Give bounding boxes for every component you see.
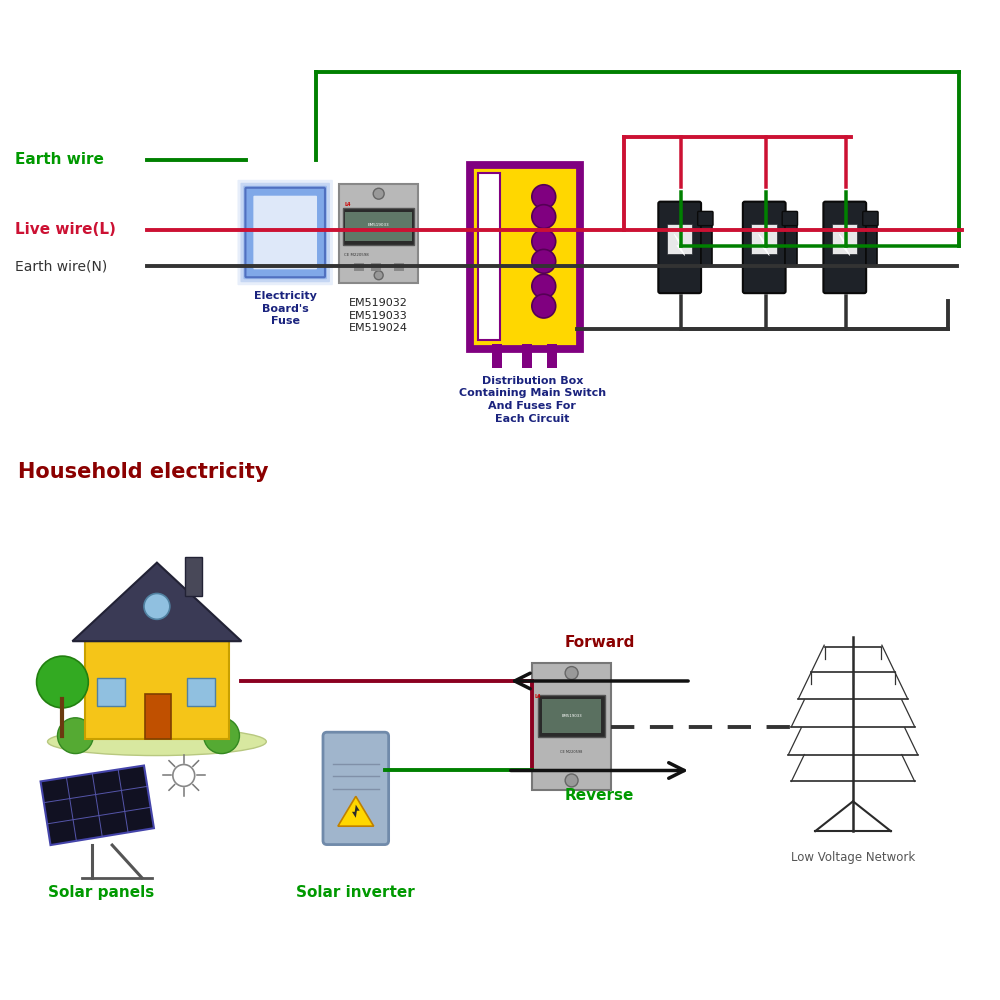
Text: EM519033: EM519033	[368, 223, 390, 227]
Circle shape	[532, 294, 556, 318]
Polygon shape	[72, 563, 241, 641]
Circle shape	[532, 249, 556, 273]
Bar	[371, 263, 381, 271]
Bar	[667, 224, 692, 254]
Text: Earth wire: Earth wire	[15, 152, 104, 167]
Text: CE M220598: CE M220598	[344, 253, 369, 257]
Ellipse shape	[48, 728, 266, 756]
Circle shape	[204, 718, 239, 754]
Text: Solar inverter: Solar inverter	[296, 885, 415, 900]
FancyBboxPatch shape	[253, 196, 317, 269]
Bar	[866, 223, 877, 265]
Bar	[478, 173, 500, 340]
FancyBboxPatch shape	[782, 211, 798, 226]
Text: Reverse: Reverse	[565, 788, 634, 803]
Circle shape	[374, 271, 383, 280]
Text: Earth wire(N): Earth wire(N)	[15, 259, 107, 273]
Bar	[547, 344, 557, 368]
Text: Live wire(L): Live wire(L)	[15, 222, 116, 237]
FancyBboxPatch shape	[743, 202, 786, 293]
Circle shape	[565, 667, 578, 679]
Bar	[187, 678, 215, 706]
Text: EM519033: EM519033	[561, 714, 582, 718]
FancyBboxPatch shape	[323, 732, 389, 845]
Bar	[467, 162, 582, 351]
Text: Household electricity: Household electricity	[18, 462, 268, 482]
Text: L4: L4	[535, 694, 541, 699]
Polygon shape	[674, 234, 685, 256]
Circle shape	[532, 185, 556, 209]
Bar	[751, 224, 777, 254]
Text: L4: L4	[345, 202, 351, 207]
Bar	[832, 224, 857, 254]
Circle shape	[373, 188, 384, 199]
FancyBboxPatch shape	[240, 183, 330, 282]
Bar	[532, 663, 611, 790]
Bar	[185, 557, 202, 596]
Polygon shape	[338, 796, 374, 826]
FancyBboxPatch shape	[698, 211, 713, 226]
Circle shape	[532, 274, 556, 298]
Circle shape	[532, 230, 556, 253]
FancyBboxPatch shape	[658, 202, 701, 293]
FancyBboxPatch shape	[237, 180, 333, 285]
Bar	[85, 641, 229, 739]
Circle shape	[532, 205, 556, 229]
FancyBboxPatch shape	[863, 211, 878, 226]
FancyBboxPatch shape	[243, 186, 327, 279]
Circle shape	[144, 593, 170, 619]
Circle shape	[37, 656, 88, 708]
Bar	[785, 223, 797, 265]
Text: Solar panels: Solar panels	[48, 885, 154, 900]
Text: EM519032
EM519033
EM519024: EM519032 EM519033 EM519024	[349, 298, 408, 333]
Circle shape	[57, 718, 93, 754]
Polygon shape	[839, 234, 850, 256]
Bar	[97, 678, 125, 706]
Polygon shape	[759, 234, 769, 256]
Bar	[542, 699, 601, 733]
Polygon shape	[352, 805, 360, 818]
Bar	[538, 695, 605, 737]
FancyBboxPatch shape	[823, 202, 866, 293]
Text: Electricity
Board's
Fuse: Electricity Board's Fuse	[254, 291, 317, 326]
Bar	[354, 263, 364, 271]
Bar	[394, 263, 404, 271]
Circle shape	[173, 765, 195, 786]
Text: Low Voltage Network: Low Voltage Network	[791, 851, 915, 864]
Polygon shape	[41, 766, 154, 845]
Bar	[343, 208, 414, 245]
Text: Forward: Forward	[564, 635, 635, 650]
Bar	[472, 167, 577, 346]
Bar	[492, 344, 502, 368]
Bar	[339, 184, 418, 283]
Bar	[522, 344, 532, 368]
Bar	[345, 212, 412, 241]
FancyBboxPatch shape	[245, 188, 325, 277]
Bar	[145, 694, 171, 739]
Bar	[701, 223, 712, 265]
Text: CE M220598: CE M220598	[560, 750, 583, 754]
Circle shape	[565, 774, 578, 787]
Text: Distribution Box
Containing Main Switch
And Fuses For
Each Circuit: Distribution Box Containing Main Switch …	[459, 376, 606, 424]
